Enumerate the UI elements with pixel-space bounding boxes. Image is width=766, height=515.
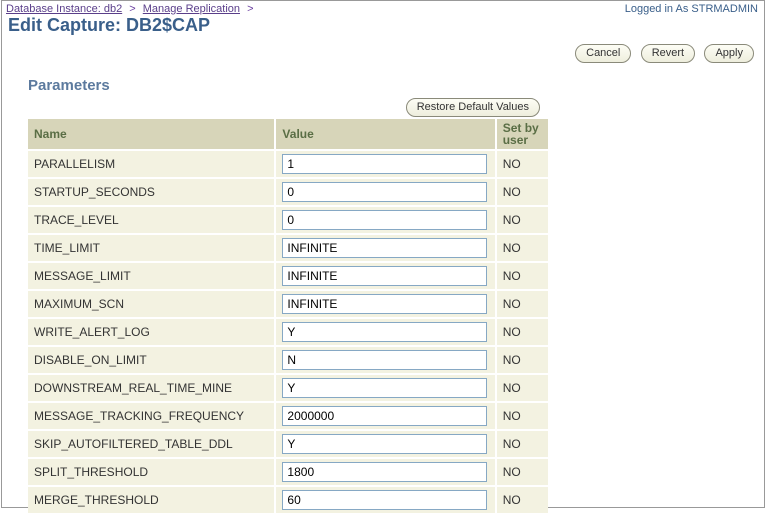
param-setby-cell: NO: [496, 234, 548, 262]
table-row: MESSAGE_LIMIT NO: [28, 262, 548, 290]
table-row: TIME_LIMIT NO: [28, 234, 548, 262]
param-setby-cell: NO: [496, 402, 548, 430]
param-value-input[interactable]: [282, 266, 487, 286]
param-name-cell: TRACE_LEVEL: [28, 206, 275, 234]
param-value-input[interactable]: [282, 238, 487, 258]
parameters-table: Name Value Set by user PARALLELISMNOSTAR…: [28, 119, 548, 515]
param-value-input[interactable]: [282, 322, 487, 342]
param-name-cell: PARALLELISM: [28, 150, 275, 178]
table-row: SKIP_AUTOFILTERED_TABLE_DDL NO: [28, 430, 548, 458]
breadcrumb-sep-1: >: [129, 3, 135, 15]
param-setby-cell: NO: [496, 346, 548, 374]
param-value-input[interactable]: [282, 182, 487, 202]
param-setby-cell: NO: [496, 150, 548, 178]
param-value-input[interactable]: [282, 434, 487, 454]
param-setby-cell: NO: [496, 318, 548, 346]
restore-row: Restore Default Values: [2, 98, 764, 119]
param-value-input[interactable]: [282, 350, 487, 370]
param-value-cell: [275, 178, 495, 206]
page-container: Database Instance: db2 > Manage Replicat…: [1, 0, 765, 508]
login-info: Logged in As STRMADMIN: [625, 3, 758, 15]
param-name-cell: SKIP_AUTOFILTERED_TABLE_DDL: [28, 430, 275, 458]
revert-button[interactable]: Revert: [641, 44, 695, 63]
param-value-cell: [275, 346, 495, 374]
param-value-input[interactable]: [282, 210, 487, 230]
param-value-cell: [275, 262, 495, 290]
param-value-cell: [275, 234, 495, 262]
table-row: TRACE_LEVEL NO: [28, 206, 548, 234]
col-header-name: Name: [28, 119, 275, 150]
table-row: DISABLE_ON_LIMIT NO: [28, 346, 548, 374]
topbar: Database Instance: db2 > Manage Replicat…: [2, 1, 764, 15]
section-title-parameters: Parameters: [2, 67, 764, 98]
restore-default-values-button[interactable]: Restore Default Values: [406, 98, 540, 117]
table-row: DOWNSTREAM_REAL_TIME_MINE NO: [28, 374, 548, 402]
param-setby-cell: NO: [496, 430, 548, 458]
param-value-cell: [275, 402, 495, 430]
param-value-cell: [275, 290, 495, 318]
table-row: SPLIT_THRESHOLD NO: [28, 458, 548, 486]
param-name-cell: MESSAGE_TRACKING_FREQUENCY: [28, 402, 275, 430]
param-value-cell: [275, 150, 495, 178]
param-value-input[interactable]: [282, 406, 487, 426]
param-setby-cell: NO: [496, 262, 548, 290]
col-header-value: Value: [275, 119, 495, 150]
table-row: MESSAGE_TRACKING_FREQUENCY NO: [28, 402, 548, 430]
table-header-row: Name Value Set by user: [28, 119, 548, 150]
param-setby-cell: NO: [496, 178, 548, 206]
table-row: MAXIMUM_SCN NO: [28, 290, 548, 318]
param-setby-cell: NO: [496, 458, 548, 486]
param-value-input[interactable]: [282, 462, 487, 482]
table-row: PARALLELISM NO: [28, 150, 548, 178]
param-value-cell: [275, 374, 495, 402]
table-row: WRITE_ALERT_LOG NO: [28, 318, 548, 346]
apply-button[interactable]: Apply: [704, 44, 754, 63]
breadcrumb: Database Instance: db2 > Manage Replicat…: [6, 3, 258, 15]
param-name-cell: DOWNSTREAM_REAL_TIME_MINE: [28, 374, 275, 402]
page-title: Edit Capture: DB2$CAP: [2, 15, 764, 38]
param-value-cell: [275, 318, 495, 346]
param-name-cell: TIME_LIMIT: [28, 234, 275, 262]
param-name-cell: DISABLE_ON_LIMIT: [28, 346, 275, 374]
param-setby-cell: NO: [496, 290, 548, 318]
breadcrumb-db-instance[interactable]: Database Instance: db2: [6, 3, 122, 15]
param-name-cell: STARTUP_SECONDS: [28, 178, 275, 206]
param-value-input[interactable]: [282, 154, 487, 174]
breadcrumb-sep-2: >: [247, 3, 253, 15]
param-value-cell: [275, 458, 495, 486]
col-header-setby: Set by user: [496, 119, 548, 150]
breadcrumb-manage-replication[interactable]: Manage Replication: [143, 3, 240, 15]
param-name-cell: SPLIT_THRESHOLD: [28, 458, 275, 486]
table-row: STARTUP_SECONDS NO: [28, 178, 548, 206]
param-value-input[interactable]: [282, 490, 487, 510]
actions-row: Cancel Revert Apply: [2, 38, 764, 67]
param-setby-cell: NO: [496, 374, 548, 402]
param-value-cell: [275, 430, 495, 458]
param-name-cell: WRITE_ALERT_LOG: [28, 318, 275, 346]
param-value-input[interactable]: [282, 378, 487, 398]
param-value-input[interactable]: [282, 294, 487, 314]
param-setby-cell: NO: [496, 206, 548, 234]
param-name-cell: MAXIMUM_SCN: [28, 290, 275, 318]
param-name-cell: MESSAGE_LIMIT: [28, 262, 275, 290]
cancel-button[interactable]: Cancel: [575, 44, 631, 63]
param-value-cell: [275, 206, 495, 234]
